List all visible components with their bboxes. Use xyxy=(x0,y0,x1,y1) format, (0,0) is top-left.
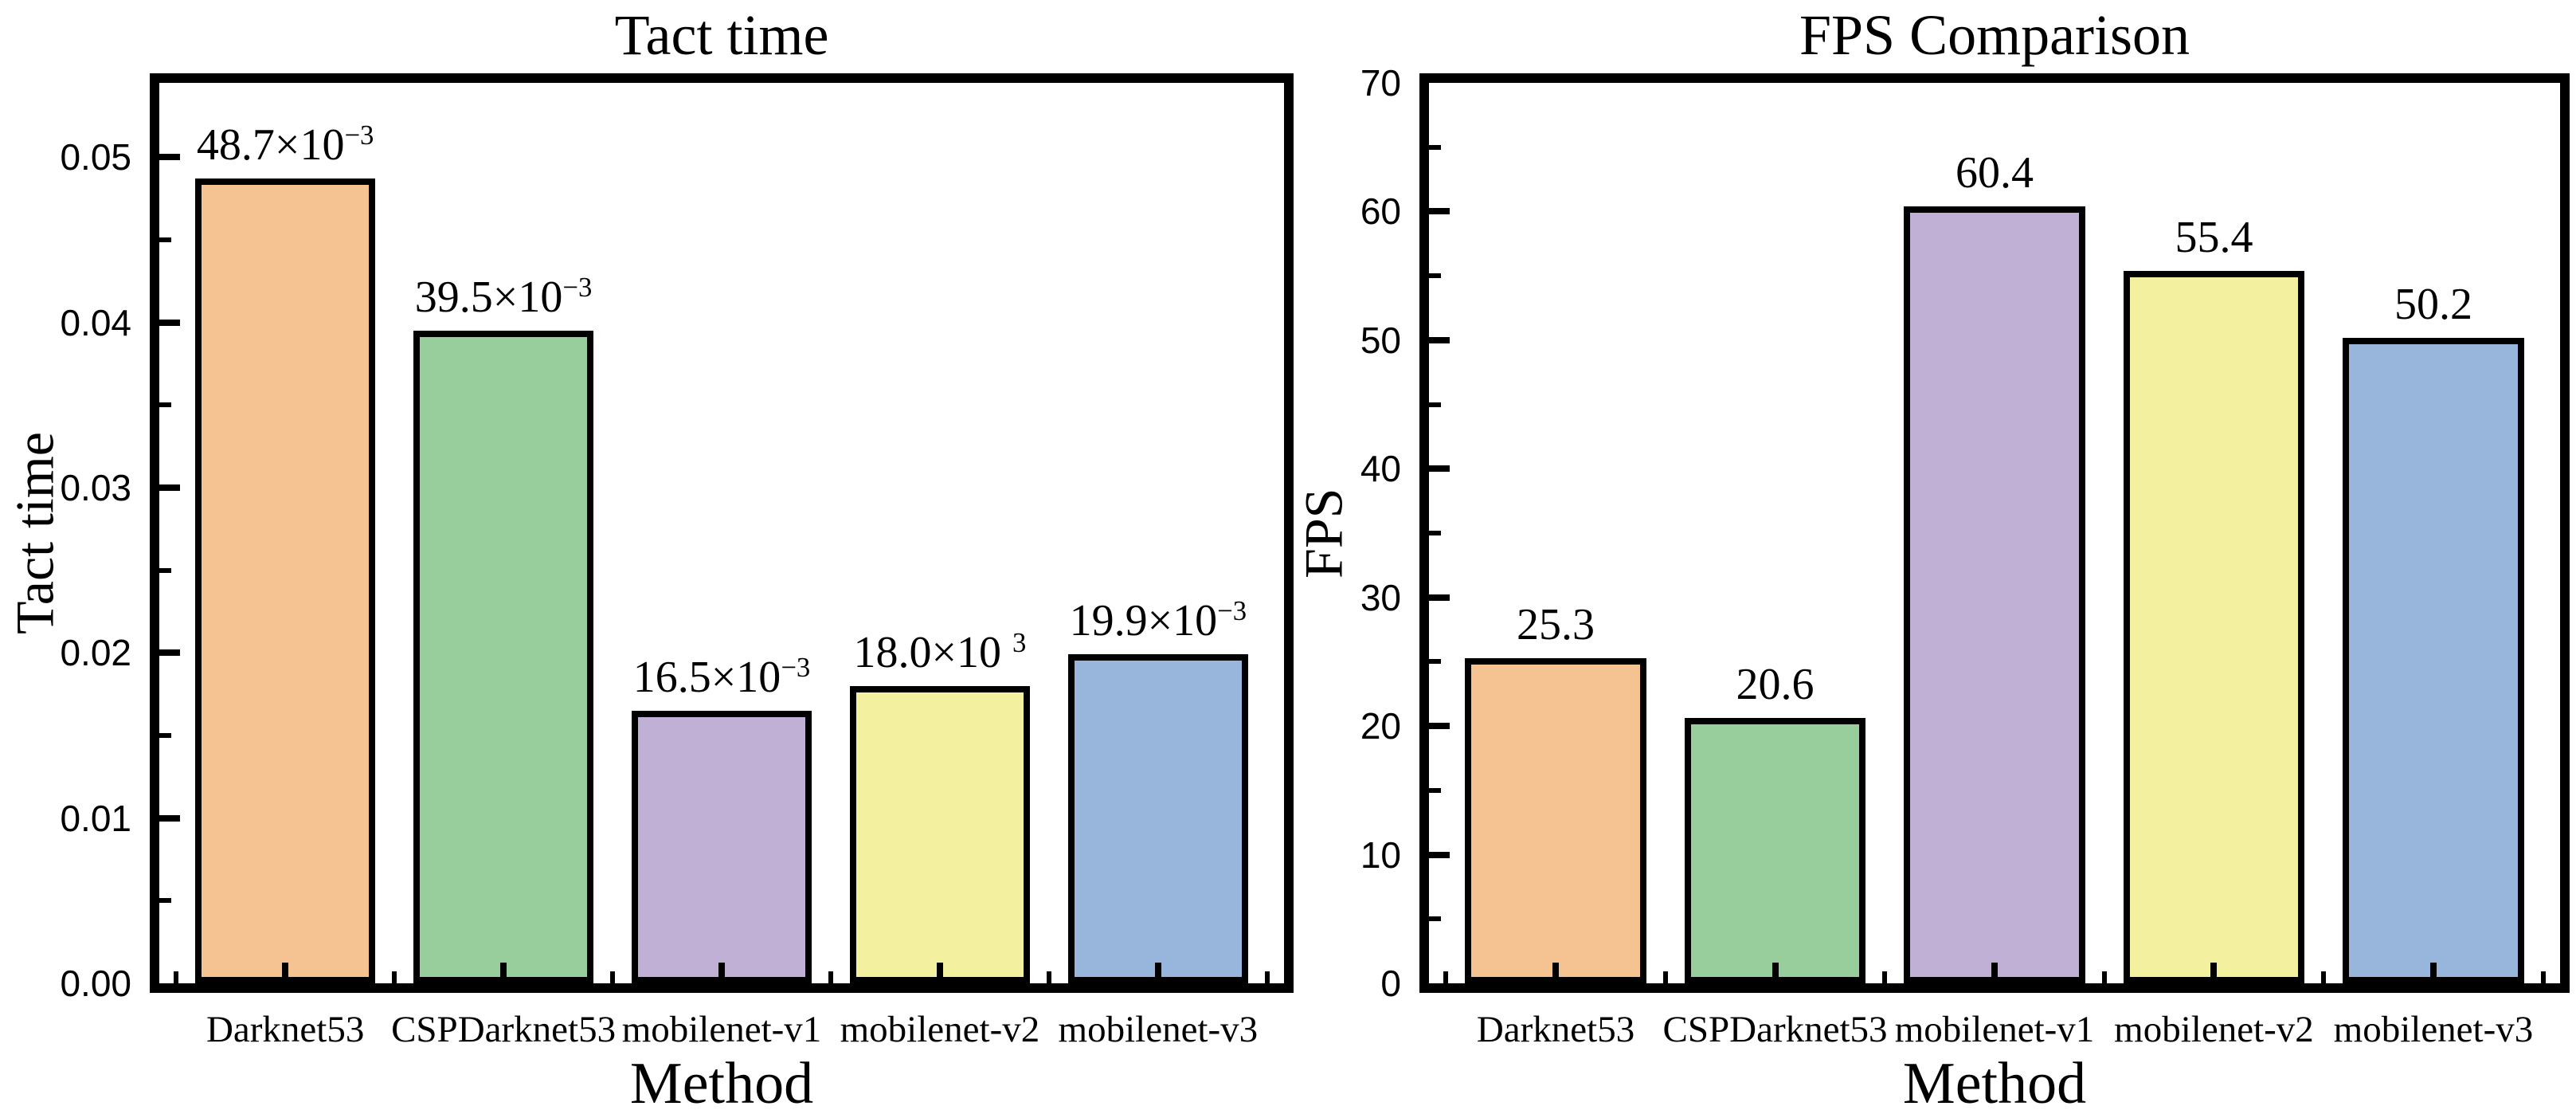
y-axis-minor-tick xyxy=(159,898,171,904)
y-axis-title: Tact time xyxy=(4,432,65,634)
bar xyxy=(2123,271,2305,983)
x-axis-minor-tick xyxy=(1882,971,1888,983)
y-tick-label: 0 xyxy=(1380,963,1401,1004)
bar-value-label: 20.6 xyxy=(1736,660,1815,709)
x-tick-label: Darknet53 xyxy=(206,1009,365,1050)
y-axis-minor-tick xyxy=(159,732,171,738)
x-tick-label: CSPDarknet53 xyxy=(391,1009,617,1050)
bar xyxy=(195,178,376,983)
y-tick-label: 50 xyxy=(1360,319,1401,361)
y-tick-label: 30 xyxy=(1360,576,1401,618)
y-tick-label: 0.03 xyxy=(60,466,131,508)
bar xyxy=(1684,718,1866,983)
x-axis-tick xyxy=(500,963,507,983)
x-tick-label: Darknet53 xyxy=(1476,1009,1635,1050)
x-tick-label: mobilenet-v3 xyxy=(2333,1009,2534,1050)
x-axis-minor-tick xyxy=(392,971,397,983)
y-axis-minor-tick xyxy=(1429,402,1441,407)
y-tick-label: 70 xyxy=(1360,62,1401,104)
x-axis-tick xyxy=(1552,963,1560,983)
bar-value-label: 25.3 xyxy=(1517,600,1595,649)
y-tick-label: 0.00 xyxy=(60,963,131,1004)
bar-value-label: 60.4 xyxy=(1955,148,2034,198)
y-axis-tick xyxy=(1429,336,1450,343)
y-axis-tick xyxy=(159,154,180,161)
y-axis-tick xyxy=(159,484,180,491)
bar xyxy=(1904,206,2085,983)
y-axis-minor-tick xyxy=(159,237,171,242)
bar xyxy=(413,331,594,983)
y-axis-minor-tick xyxy=(1429,787,1441,793)
x-axis-minor-tick xyxy=(1264,971,1270,983)
bar xyxy=(632,711,812,983)
y-tick-label: 0.04 xyxy=(60,301,131,343)
x-axis-tick xyxy=(1991,963,1998,983)
y-tick-label: 0.02 xyxy=(60,632,131,674)
y-axis-minor-tick xyxy=(1429,659,1441,665)
y-axis-tick xyxy=(1429,851,1450,858)
y-axis-tick xyxy=(1429,465,1450,473)
y-axis-tick xyxy=(159,814,180,822)
y-axis-tick xyxy=(159,649,180,657)
y-tick-label: 0.01 xyxy=(60,797,131,839)
y-axis-minor-tick xyxy=(1429,144,1441,150)
x-axis-minor-tick xyxy=(1443,971,1449,983)
x-axis-minor-tick xyxy=(1662,971,1668,983)
x-axis-minor-tick xyxy=(828,971,833,983)
chart-title: FPS Comparison xyxy=(1799,3,2190,67)
x-axis-minor-tick xyxy=(174,971,179,983)
bar-value-label: 19.9×10−3 xyxy=(1069,594,1247,645)
y-tick-label: 0.05 xyxy=(60,136,131,178)
bar xyxy=(1465,658,1646,983)
y-axis-tick xyxy=(1429,208,1450,215)
y-axis-minor-tick xyxy=(159,567,171,573)
x-axis-tick xyxy=(1154,963,1161,983)
tact-time-plot-area: Tact time Tact time Method 48.7×10−3 Dark… xyxy=(5,3,1294,1114)
x-tick-label: mobilenet-v1 xyxy=(621,1009,822,1050)
y-axis-minor-tick xyxy=(159,402,171,408)
x-axis-minor-tick xyxy=(2540,971,2546,983)
bar xyxy=(849,686,1030,983)
bar xyxy=(2343,338,2524,983)
x-tick-label: mobilenet-v2 xyxy=(840,1009,1040,1050)
y-axis-minor-tick xyxy=(1429,273,1441,279)
bar-value-label: 16.5×10−3 xyxy=(632,651,811,702)
x-axis-minor-tick xyxy=(2101,971,2107,983)
chart-title: Tact time xyxy=(614,3,829,67)
bar-value-label: 48.7×10−3 xyxy=(196,119,374,170)
x-axis-tick xyxy=(2429,963,2437,983)
y-axis-tick xyxy=(159,319,180,326)
x-axis-tick xyxy=(1771,963,1779,983)
y-tick-label: 20 xyxy=(1360,705,1401,747)
x-axis-tick xyxy=(2210,963,2218,983)
x-axis-tick xyxy=(282,963,289,983)
y-axis-minor-tick xyxy=(1429,916,1441,922)
y-axis-minor-tick xyxy=(1429,531,1441,535)
x-axis-title: Method xyxy=(1902,1051,2087,1114)
x-tick-label: mobilenet-v1 xyxy=(1894,1009,2095,1050)
y-tick-label: 60 xyxy=(1360,190,1401,233)
bar-value-label: 55.4 xyxy=(2175,213,2253,262)
x-axis-minor-tick xyxy=(610,971,616,983)
bar-value-label: 18.0×10 3 xyxy=(853,626,1027,677)
x-axis-tick xyxy=(936,963,943,983)
bar-value-label: 50.2 xyxy=(2394,280,2472,329)
x-tick-label: CSPDarknet53 xyxy=(1662,1009,1888,1050)
x-tick-label: mobilenet-v2 xyxy=(2114,1009,2314,1050)
x-tick-label: mobilenet-v3 xyxy=(1058,1009,1259,1050)
bar xyxy=(1067,654,1248,983)
y-tick-label: 40 xyxy=(1360,448,1401,490)
y-tick-label: 10 xyxy=(1360,834,1401,876)
y-axis-tick xyxy=(1429,723,1450,730)
fps-comparison-plot-area: FPS Comparison FPS Method 25.3 Darknet53 2… xyxy=(1294,3,2570,1114)
x-axis-minor-tick xyxy=(2321,971,2327,983)
x-axis-tick xyxy=(718,963,725,983)
x-axis-minor-tick xyxy=(1046,971,1051,983)
y-axis-tick xyxy=(1429,594,1450,601)
bar-value-label: 39.5×10−3 xyxy=(414,271,593,322)
x-axis-title: Method xyxy=(629,1051,814,1114)
